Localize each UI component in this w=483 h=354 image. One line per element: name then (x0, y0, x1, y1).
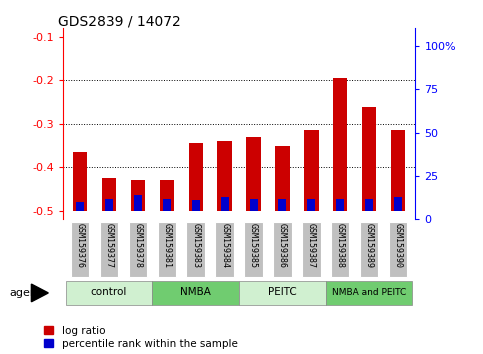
Bar (365, 199, 373, 211)
Bar (66, 281, 152, 305)
Text: GSM159376: GSM159376 (76, 223, 85, 268)
Bar (391, 130, 405, 211)
Bar (304, 130, 319, 211)
Bar (275, 145, 290, 211)
Bar (71, 222, 89, 277)
Text: GSM159383: GSM159383 (191, 223, 200, 268)
Bar (389, 222, 407, 277)
Bar (302, 222, 321, 277)
Text: NMBA and PEITC: NMBA and PEITC (332, 288, 406, 297)
Bar (250, 199, 257, 211)
Text: GSM159389: GSM159389 (365, 223, 374, 268)
Bar (163, 199, 171, 211)
Text: GSM159381: GSM159381 (162, 223, 171, 268)
Bar (279, 199, 286, 211)
Text: GDS2839 / 14072: GDS2839 / 14072 (58, 14, 181, 28)
Polygon shape (31, 284, 48, 302)
Bar (105, 199, 113, 211)
Bar (131, 181, 145, 211)
Legend: log ratio, percentile rank within the sample: log ratio, percentile rank within the sa… (44, 326, 238, 349)
Text: agent: agent (10, 288, 42, 298)
Bar (159, 179, 174, 211)
Text: GSM159388: GSM159388 (336, 223, 345, 268)
Text: GSM159387: GSM159387 (307, 223, 316, 268)
Text: GSM159378: GSM159378 (133, 223, 142, 268)
Bar (333, 78, 347, 211)
Bar (152, 281, 239, 305)
Text: GSM159390: GSM159390 (394, 223, 402, 268)
Bar (102, 178, 116, 211)
Bar (73, 152, 87, 211)
Text: GSM159386: GSM159386 (278, 223, 287, 268)
Bar (221, 197, 228, 211)
Bar (76, 202, 84, 211)
Text: NMBA: NMBA (180, 287, 211, 297)
Bar (217, 141, 232, 211)
Bar (239, 281, 326, 305)
Bar (331, 222, 350, 277)
Text: control: control (91, 287, 127, 297)
Bar (157, 222, 176, 277)
Bar (128, 222, 147, 277)
Bar (188, 143, 203, 211)
Bar (192, 200, 199, 211)
Bar (336, 199, 344, 211)
Bar (394, 197, 402, 211)
Bar (273, 222, 292, 277)
Bar (307, 199, 315, 211)
Text: PEITC: PEITC (268, 287, 297, 297)
Text: GSM159384: GSM159384 (220, 223, 229, 268)
Text: GSM159385: GSM159385 (249, 223, 258, 268)
Text: GSM159377: GSM159377 (104, 223, 114, 268)
Bar (244, 222, 263, 277)
Bar (215, 222, 234, 277)
Bar (360, 222, 378, 277)
Bar (246, 137, 261, 211)
Bar (134, 195, 142, 211)
Bar (100, 222, 118, 277)
Bar (362, 107, 376, 211)
Bar (186, 222, 205, 277)
Bar (326, 281, 412, 305)
